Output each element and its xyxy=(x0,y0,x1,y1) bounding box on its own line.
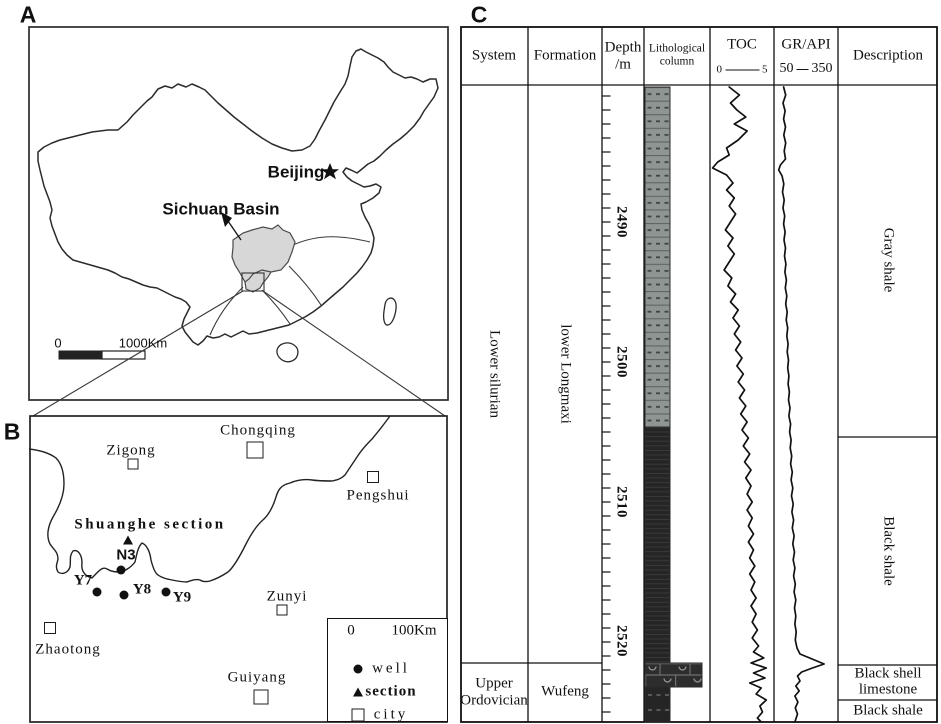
litho-black-shale xyxy=(644,686,671,723)
section-triangle-icon xyxy=(123,535,133,545)
sichuan-basin-label: Sichuan Basin xyxy=(162,199,280,219)
map-a xyxy=(28,26,449,401)
legend-label-well: well xyxy=(372,660,410,677)
city-square-icon-zhaotong xyxy=(44,622,56,634)
city-square-icon-chongqing xyxy=(246,441,264,459)
panel-a-letter: A xyxy=(19,1,37,28)
well-label-y9: Y9 xyxy=(172,589,192,606)
depth-label-2500: 2500 xyxy=(613,346,630,378)
projection-lines xyxy=(32,290,446,417)
panel-a-border xyxy=(28,26,449,401)
gr-curve xyxy=(777,86,825,723)
city-label-zunyi: Zunyi xyxy=(266,588,308,605)
well-label-n3: N3 xyxy=(116,546,136,564)
city-label-guiyang: Guiyang xyxy=(227,669,287,686)
header-formation: Formation xyxy=(533,47,597,64)
china-outline xyxy=(37,48,439,346)
city-square-icon xyxy=(351,708,365,722)
toc-curve xyxy=(711,86,768,723)
header-depth-2: /m xyxy=(615,56,631,73)
well-dot-icon-y8 xyxy=(119,590,129,600)
well-dot-icon-y9 xyxy=(161,587,171,597)
sichuan-basin-shape xyxy=(231,224,296,293)
city-square-icon-zigong xyxy=(127,458,139,470)
scale-a-zero: 0 xyxy=(54,335,62,351)
city-square-icon-pengshui xyxy=(367,471,379,483)
inset-rect xyxy=(241,272,265,292)
depth-ticks xyxy=(602,95,611,713)
toc-min: 0 xyxy=(716,63,723,76)
depth-label-2510: 2510 xyxy=(613,486,630,518)
gr-max: 350 xyxy=(811,61,833,76)
header-gr: GR/API xyxy=(781,36,831,53)
city-square-icon-zunyi xyxy=(276,604,288,616)
legend-item-city: city xyxy=(328,705,447,724)
legend-scale-zero: 0 xyxy=(347,622,355,639)
formation-upper-label: lower Longmaxi xyxy=(557,324,574,424)
header-depth-1: Depth xyxy=(604,39,642,56)
beijing-label: Beijing xyxy=(267,162,325,182)
gr-scale: 50 350 xyxy=(780,62,833,76)
well-dot-icon xyxy=(353,664,363,674)
toc-scale-line xyxy=(725,69,759,71)
panel-c-letter: C xyxy=(470,1,488,28)
header-description: Description xyxy=(853,47,923,64)
taiwan-island xyxy=(382,297,397,326)
legend-label-city: city xyxy=(373,706,409,723)
beijing-star-icon xyxy=(321,163,339,180)
strat-grid xyxy=(460,26,938,723)
formation-lower-label: Wufeng xyxy=(541,683,589,700)
legend-item-section: section xyxy=(328,682,447,702)
region-boundary-curve xyxy=(28,415,391,583)
toc-max: 5 xyxy=(762,63,768,76)
basin-arrow-icon xyxy=(221,212,242,241)
city-label-zigong: Zigong xyxy=(106,442,156,459)
gr-min: 50 xyxy=(779,61,794,76)
well-dot-icon-n3 xyxy=(116,565,126,575)
well-label-y7: Y7 xyxy=(73,572,93,589)
panel-b-border xyxy=(29,415,448,723)
city-label-chongqing: Chongqing xyxy=(220,422,296,439)
well-dot-icon-y7 xyxy=(92,587,102,597)
city-label-pengshui: Pengshui xyxy=(346,487,410,504)
desc-limestone-1: Black shell xyxy=(854,665,922,682)
legend-label-section: section xyxy=(365,683,417,700)
legend-box: 0 100Km well section city xyxy=(327,618,448,722)
system-upper-label: Lower silurian xyxy=(486,330,503,418)
header-system: System xyxy=(471,47,517,64)
depth-label-2520: 2520 xyxy=(613,625,630,657)
city-label-zhaotong: Zhaotong xyxy=(35,641,101,658)
desc-black-shale-2: Black shale xyxy=(853,702,923,719)
hainan-island xyxy=(276,342,299,363)
legend-item-well: well xyxy=(328,659,447,679)
log-curves xyxy=(711,86,825,723)
legend-scale-max: 100Km xyxy=(391,622,437,639)
gr-scale-line xyxy=(796,68,809,70)
well-label-y8: Y8 xyxy=(132,581,152,598)
system-lower-label-1: Upper xyxy=(475,675,513,692)
scale-a-max: 1000Km xyxy=(118,335,168,351)
panel-c-border xyxy=(460,26,938,723)
shuanghe-section-label: Shuanghe section xyxy=(74,516,226,533)
desc-gray-shale: Gray shale xyxy=(880,227,897,293)
litho-black-shale xyxy=(644,426,671,664)
section-triangle-icon xyxy=(353,687,363,697)
city-square-icon-guiyang xyxy=(253,689,269,705)
header-litho-2: column xyxy=(659,55,695,68)
header-toc: TOC xyxy=(727,36,757,53)
header-litho-1: Lithological xyxy=(648,42,706,55)
depth-label-2490: 2490 xyxy=(613,206,630,238)
lithology-column xyxy=(644,86,703,723)
scalebar-a xyxy=(58,350,146,360)
system-lower-label-2: Ordovician xyxy=(460,692,528,709)
desc-black-shale: Black shale xyxy=(880,516,897,586)
desc-limestone-2: limestone xyxy=(858,681,918,698)
litho-black-shell-limestone xyxy=(644,662,703,688)
panel-b-letter: B xyxy=(3,418,21,445)
litho-gray-shale xyxy=(644,86,671,428)
